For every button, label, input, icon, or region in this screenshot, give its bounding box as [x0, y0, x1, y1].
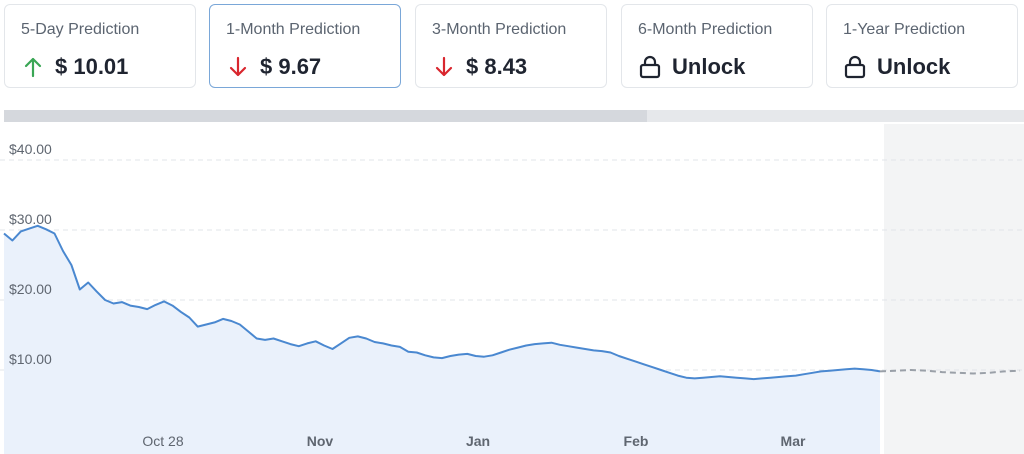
- arrow-down-icon: [432, 55, 456, 79]
- prediction-card-2[interactable]: 1-Month Prediction $ 9.67: [209, 4, 401, 88]
- prediction-card-label: 1-Month Prediction: [226, 21, 361, 38]
- prediction-card-label: 1-Year Prediction: [843, 21, 966, 38]
- prediction-card-amount: $ 10.01: [55, 54, 129, 79]
- price-area: [4, 225, 880, 454]
- prediction-card-3[interactable]: 3-Month Prediction $ 8.43: [415, 4, 607, 88]
- y-tick-label: $30.00: [9, 211, 52, 227]
- arrow-up-icon: [21, 55, 45, 79]
- y-tick-label: $10.00: [9, 351, 52, 367]
- prediction-card-value: Unlock: [638, 53, 745, 81]
- forecast-line: [879, 368, 1021, 375]
- arrow-down-icon: [226, 55, 250, 79]
- prediction-card-amount: $ 8.43: [466, 54, 528, 79]
- prediction-card-value: $ 9.67: [226, 53, 321, 81]
- price-chart: $40.00 $30.00 $20.00 $10.00 Oct 28 Nov Jan Feb M…: [0, 124, 1024, 454]
- x-tick-label: Jan: [466, 433, 490, 449]
- prediction-card-4[interactable]: 6-Month Prediction Unlock: [621, 4, 813, 88]
- x-tick-label: Oct 28: [142, 433, 183, 449]
- lock-icon: [843, 55, 867, 79]
- prediction-card-value: $ 8.43: [432, 53, 527, 81]
- prediction-cards: 5-Day Prediction $ 10.01 1-Month Predictio…: [0, 0, 1024, 100]
- prediction-card-5[interactable]: 1-Year Prediction Unlock: [826, 4, 1018, 88]
- timeline-scrollbar-track[interactable]: [4, 110, 1024, 122]
- price-line: [3, 224, 881, 381]
- prediction-card-label: 3-Month Prediction: [432, 21, 567, 38]
- x-tick-label: Feb: [624, 433, 649, 449]
- timeline-scrollbar-thumb[interactable]: [4, 110, 647, 122]
- lock-icon: [638, 55, 662, 79]
- prediction-card-amount: Unlock: [672, 54, 746, 79]
- x-tick-label: Mar: [781, 433, 806, 449]
- prediction-card-amount: Unlock: [877, 54, 951, 79]
- prediction-card-label: 5-Day Prediction: [21, 21, 140, 38]
- prediction-card-1[interactable]: 5-Day Prediction $ 10.01: [4, 4, 196, 88]
- prediction-card-amount: $ 9.67: [260, 54, 322, 79]
- prediction-card-label: 6-Month Prediction: [638, 21, 773, 38]
- y-tick-label: $40.00: [9, 141, 52, 157]
- prediction-card-value: $ 10.01: [21, 53, 128, 81]
- x-tick-label: Nov: [307, 433, 334, 449]
- y-tick-label: $20.00: [9, 281, 52, 297]
- prediction-card-value: Unlock: [843, 53, 950, 81]
- forecast-region: [884, 124, 1024, 454]
